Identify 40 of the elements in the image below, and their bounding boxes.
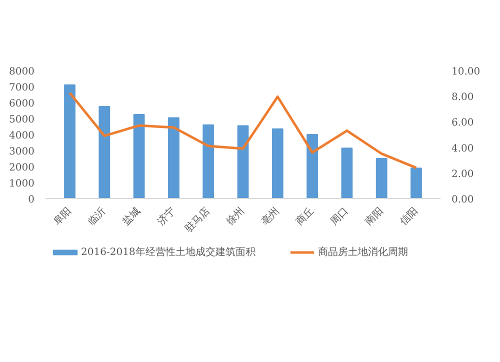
bar bbox=[168, 117, 180, 198]
bar bbox=[272, 128, 284, 198]
y-tick-label: 3000 bbox=[9, 146, 35, 158]
y-tick-label: 2000 bbox=[9, 162, 35, 174]
y2-tick-label: 6.00 bbox=[452, 118, 474, 129]
y2-tick-label: 4.00 bbox=[452, 143, 474, 154]
legend-label: 商品房土地消化周期 bbox=[318, 246, 408, 258]
x-tick-label: 南阳 bbox=[362, 204, 386, 228]
x-tick-label: 济宁 bbox=[154, 204, 178, 228]
bar bbox=[410, 168, 422, 198]
bar bbox=[376, 158, 388, 198]
bar bbox=[237, 125, 249, 198]
x-tick-label: 徐州 bbox=[224, 204, 247, 228]
y-tick-label: 1000 bbox=[9, 178, 35, 190]
bar bbox=[98, 106, 110, 198]
y-tick-label: 5000 bbox=[9, 114, 35, 126]
x-tick-label: 信阳 bbox=[398, 204, 420, 228]
legend-label: 2016-2018年经营性土地成交建筑面积 bbox=[81, 246, 256, 258]
x-tick-label: 商丘 bbox=[294, 204, 316, 228]
x-tick-label: 驻马店 bbox=[182, 204, 212, 235]
y2-tick-label: 10.00 bbox=[452, 66, 480, 78]
y-tick-label: 8000 bbox=[9, 66, 35, 78]
bar bbox=[341, 148, 353, 198]
x-tick-label: 周口 bbox=[328, 206, 351, 228]
bar bbox=[64, 84, 76, 198]
x-tick-label: 盐城 bbox=[120, 204, 143, 228]
line-series bbox=[68, 92, 418, 170]
x-tick-label: 临沂 bbox=[86, 204, 108, 228]
x-tick-label: 阜阳 bbox=[51, 204, 74, 228]
y-tick-label: 6000 bbox=[9, 98, 35, 110]
bar bbox=[202, 124, 214, 198]
y2-tick-label: 2.00 bbox=[452, 168, 474, 180]
y-tick-label: 0 bbox=[28, 194, 35, 206]
y2-tick-label: 8.00 bbox=[452, 92, 474, 104]
y2-tick-label: 0.00 bbox=[452, 194, 474, 206]
x-tick-label: 亳州 bbox=[258, 204, 282, 228]
y-tick-label: 7000 bbox=[9, 82, 35, 94]
bar bbox=[133, 114, 145, 198]
y-tick-label: 4000 bbox=[9, 130, 35, 142]
bar bbox=[306, 134, 318, 198]
